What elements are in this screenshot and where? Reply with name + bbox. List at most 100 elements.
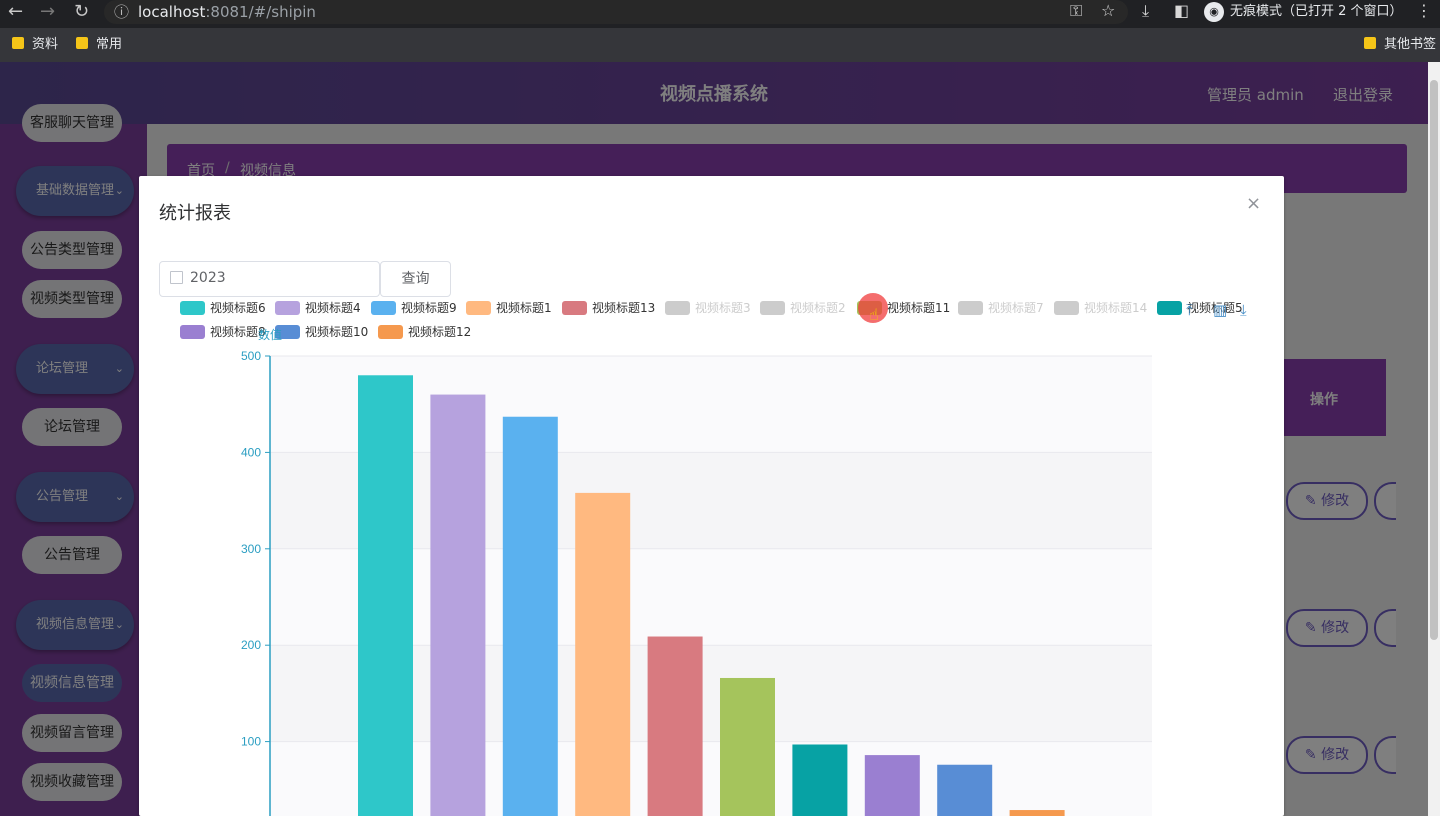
legend-item[interactable]: 视频标题12 — [378, 325, 471, 339]
incognito-label: 无痕模式（已打开 2 个窗口） — [1230, 4, 1403, 19]
y-tick-label: 100 — [241, 735, 261, 749]
bar[interactable] — [720, 677, 775, 816]
legend-label: 视频标题13 — [592, 301, 656, 315]
legend-label: 视频标题3 — [695, 301, 751, 315]
y-tick-label: 200 — [241, 638, 261, 652]
grid-band — [270, 645, 1152, 742]
y-tick-label: 300 — [241, 542, 261, 556]
star-icon[interactable]: ☆ — [1101, 1, 1116, 20]
legend-swatch — [958, 301, 983, 315]
legend-swatch — [760, 301, 785, 315]
bar[interactable] — [430, 394, 486, 816]
query-button[interactable]: 查询 — [380, 261, 451, 297]
legend-item[interactable]: 视频标题1 — [466, 301, 552, 315]
legend-label: 视频标题8 — [210, 325, 266, 339]
year-picker[interactable] — [159, 261, 380, 297]
menu-icon[interactable]: ⋮ — [1416, 1, 1432, 20]
key-icon[interactable]: ⚿ — [1070, 1, 1083, 20]
url-port: :8081 — [205, 3, 249, 21]
data-view-icon[interactable]: ⤒ — [1186, 301, 1193, 319]
legend-label: 视频标题2 — [790, 301, 846, 315]
other-bookmarks[interactable]: 其他书签 — [1364, 36, 1436, 54]
save-image-icon[interactable]: ⤓ — [1240, 301, 1247, 319]
legend-swatch — [378, 325, 403, 339]
legend-item[interactable]: 视频标题2 — [760, 301, 846, 315]
back-icon[interactable]: ← — [8, 1, 24, 22]
address-bar[interactable]: ⓘ localhost:8081/#/shipin — [104, 0, 1128, 24]
bar[interactable] — [502, 416, 558, 816]
legend-label: 视频标题9 — [401, 301, 457, 315]
legend-label: 视频标题4 — [305, 301, 361, 315]
url-host: localhost — [138, 3, 206, 21]
y-tick-label: 500 — [241, 349, 261, 363]
url-path: /#/shipin — [248, 3, 316, 21]
legend-swatch — [371, 301, 396, 315]
bar[interactable] — [575, 492, 631, 816]
legend-swatch — [180, 301, 205, 315]
scrollbar-thumb[interactable] — [1430, 80, 1438, 640]
bookmark-folder-1[interactable]: 资料 — [12, 36, 58, 54]
legend-item[interactable]: 视频标题9 — [371, 301, 457, 315]
bar[interactable] — [647, 636, 703, 816]
magic-type-icon[interactable]: ▥ — [1213, 301, 1228, 319]
legend-item[interactable]: 视频标题14 — [1054, 301, 1147, 315]
legend-label: 视频标题7 — [988, 301, 1044, 315]
legend-label: 视频标题10 — [305, 325, 369, 339]
bookmark-label: 常用 — [96, 37, 123, 52]
calendar-icon — [170, 271, 183, 284]
sidepanel-icon[interactable]: ◧ — [1174, 1, 1190, 20]
legend-swatch — [562, 301, 587, 315]
legend-swatch — [466, 301, 491, 315]
bar[interactable] — [864, 755, 920, 816]
grid-band — [270, 452, 1152, 549]
legend-item[interactable]: 视频标题10 — [275, 325, 368, 339]
folder-icon — [76, 37, 88, 49]
reload-icon[interactable]: ↻ — [74, 1, 90, 22]
legend-swatch — [1157, 301, 1182, 315]
legend-label: 视频标题12 — [408, 325, 472, 339]
grid-band — [270, 356, 1152, 453]
legend-swatch — [275, 301, 300, 315]
y-axis-name: 数值 — [258, 328, 283, 342]
folder-icon — [1364, 37, 1376, 49]
browser-toolbar: ← → ↻ ⓘ localhost:8081/#/shipin ⚿ ☆ ⤓ ◧ … — [0, 0, 1440, 28]
bookmark-label: 资料 — [32, 37, 59, 52]
legend-label: 视频标题14 — [1084, 301, 1148, 315]
incognito-indicator[interactable]: ◉ 无痕模式（已打开 2 个窗口） — [1204, 0, 1403, 24]
legend-item[interactable]: 视频标题3 — [665, 301, 751, 315]
legend-item[interactable]: 视频标题5 — [1157, 301, 1243, 315]
forward-icon[interactable]: → — [40, 1, 56, 22]
bar[interactable] — [937, 764, 993, 816]
grid-band — [270, 548, 1152, 646]
legend-swatch — [275, 325, 300, 339]
bar[interactable] — [792, 744, 848, 816]
y-tick-label: 400 — [241, 445, 261, 459]
close-icon[interactable]: × — [1246, 193, 1262, 214]
legend-item[interactable]: 视频标题4 — [275, 301, 361, 315]
site-info-icon[interactable]: ⓘ — [114, 3, 130, 21]
legend-swatch — [180, 325, 205, 339]
legend-item[interactable]: 视频标题7 — [958, 301, 1044, 315]
bookmark-folder-2[interactable]: 常用 — [76, 36, 122, 54]
legend-label: 视频标题6 — [210, 301, 266, 315]
cursor-highlight — [858, 293, 888, 323]
legend-label: 视频标题11 — [887, 301, 951, 315]
incognito-icon: ◉ — [1204, 1, 1224, 22]
bookmarks-bar — [0, 28, 1440, 62]
download-icon[interactable]: ⤓ — [1142, 1, 1150, 20]
bar[interactable] — [358, 375, 413, 816]
bookmark-label: 其他书签 — [1384, 37, 1437, 52]
grid-band — [270, 741, 1152, 816]
legend-item[interactable]: 视频标题8 — [180, 325, 266, 339]
legend-item[interactable]: 视频标题6 — [180, 301, 266, 315]
folder-icon — [12, 37, 24, 49]
legend-label: 视频标题5 — [1187, 301, 1243, 315]
bar[interactable] — [1009, 810, 1065, 816]
legend-item[interactable]: 视频标题13 — [562, 301, 655, 315]
legend-swatch — [665, 301, 690, 315]
pointer-hand-icon: ☝ — [869, 305, 879, 324]
year-value: 2023 — [190, 270, 226, 286]
legend-label: 视频标题1 — [496, 301, 552, 315]
dialog-title: 统计报表 — [159, 203, 231, 224]
